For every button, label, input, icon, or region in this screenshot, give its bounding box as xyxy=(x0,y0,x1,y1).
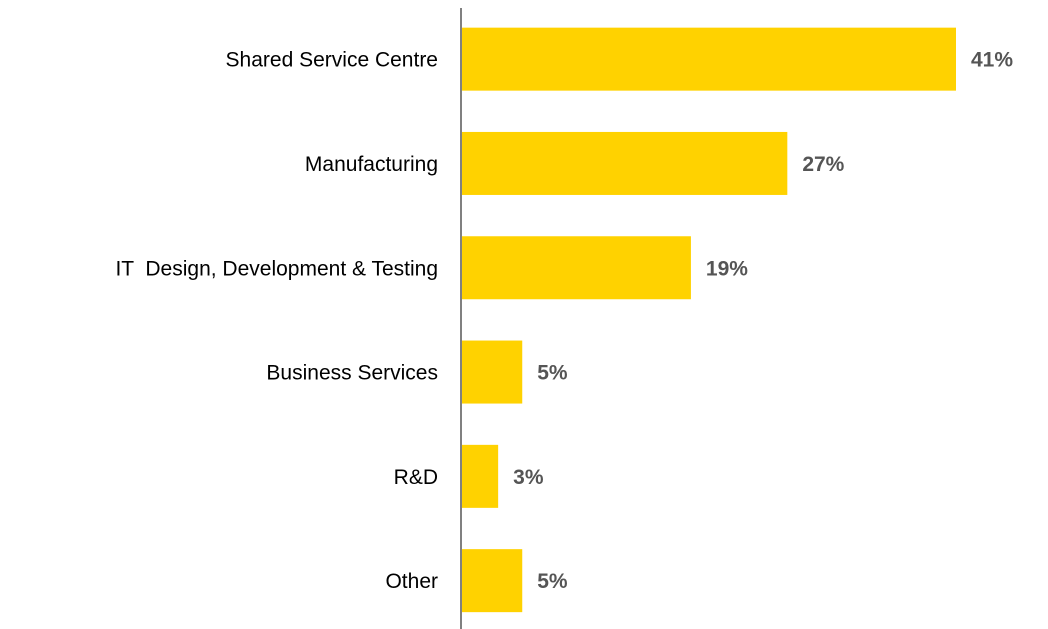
category-label: Manufacturing xyxy=(305,153,438,176)
category-label: Shared Service Centre xyxy=(226,49,438,72)
bar xyxy=(462,27,956,91)
data-label: 41% xyxy=(971,49,1013,72)
data-label: 5% xyxy=(537,570,568,593)
data-label: 19% xyxy=(706,257,748,280)
category-label: R&D xyxy=(394,466,438,489)
data-label: 3% xyxy=(513,466,544,489)
category-label: Other xyxy=(385,570,438,593)
data-label: 27% xyxy=(802,153,844,176)
category-label: IT Design, Development & Testing xyxy=(115,257,438,280)
bar xyxy=(462,549,523,613)
bar xyxy=(462,131,788,195)
bar xyxy=(462,340,523,404)
bar xyxy=(462,236,691,300)
data-label: 5% xyxy=(537,362,568,385)
category-label: Business Services xyxy=(266,362,438,385)
bar xyxy=(462,444,499,508)
